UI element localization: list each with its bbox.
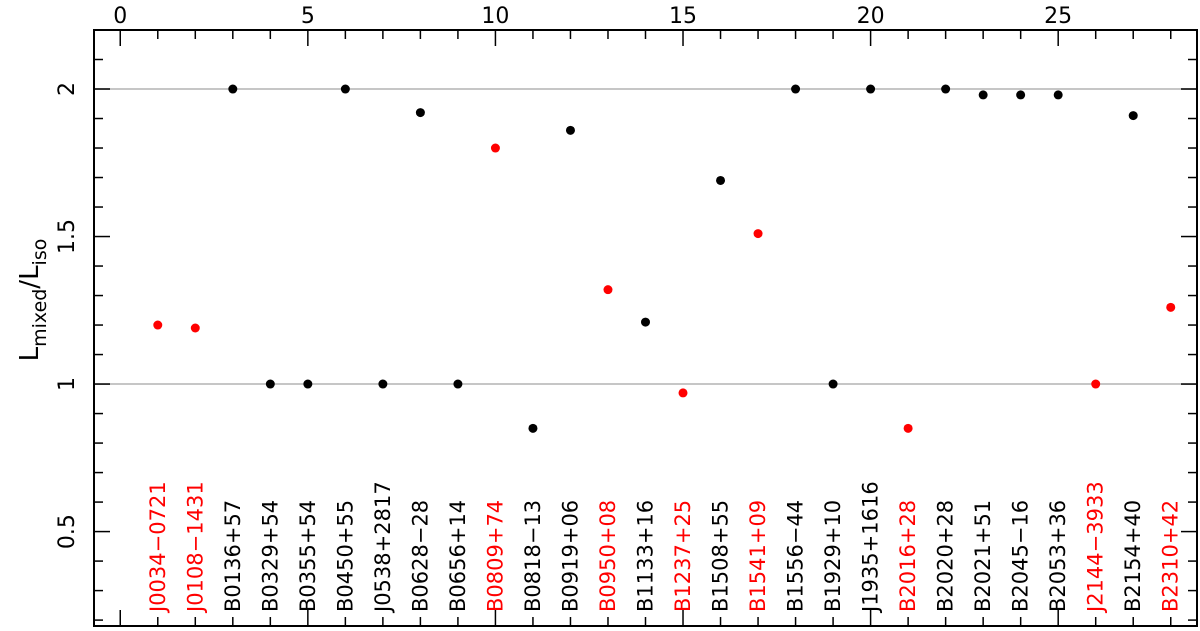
pulsar-label-22: B2020+28	[934, 500, 958, 612]
data-point-27	[1128, 111, 1138, 121]
pulsar-label-23: B2021+51	[971, 500, 995, 612]
data-point-2	[190, 323, 200, 333]
pulsar-label-15: B1237+25	[671, 500, 695, 612]
x-tick-label-5: 5	[301, 4, 315, 29]
data-point-8	[415, 108, 425, 118]
y-tick-label-2: 2	[55, 82, 80, 96]
pulsar-label-4: B0329+54	[258, 500, 282, 612]
data-point-22	[941, 84, 951, 94]
data-point-9	[453, 379, 463, 389]
pulsar-label-3: B0136+57	[221, 500, 245, 612]
data-point-25	[1053, 90, 1063, 100]
axis-ticks	[94, 29, 1197, 626]
pulsar-label-16: B1508+55	[709, 500, 733, 612]
x-tick-labels: 0 5 10 15 20 25	[113, 4, 1072, 29]
data-point-26	[1091, 379, 1101, 389]
y-tick-label-0-5: 0.5	[55, 514, 80, 549]
pulsar-label-21: B2016+28	[896, 500, 920, 612]
data-point-14	[641, 317, 650, 327]
pulsar-label-18: B1556−44	[784, 500, 808, 612]
pulsar-label-6: B0450+55	[333, 500, 357, 612]
data-point-16	[716, 175, 726, 185]
data-point-19	[828, 379, 838, 389]
y-axis-label-sub-mixed: mixed	[29, 289, 51, 347]
data-point-20	[866, 84, 876, 94]
data-point-10	[490, 143, 500, 153]
y-axis-label: Lmixed/Liso	[15, 239, 51, 362]
pulsar-label-11: B0818−13	[521, 500, 545, 612]
pulsar-label-25: B2053+36	[1046, 500, 1070, 612]
y-tick-label-1: 1	[55, 377, 80, 391]
data-point-24	[1016, 90, 1026, 100]
reference-lines	[94, 88, 1197, 385]
data-point-4	[265, 379, 275, 389]
y-tick-label-1-5: 1.5	[55, 219, 80, 254]
pulsar-label-28: B2310+42	[1159, 500, 1183, 612]
data-point-17	[753, 229, 763, 239]
y-axis-label-separator: /L	[15, 265, 45, 289]
pulsar-name-labels: J0034−0721 J0108−1431 B0136+57 B0329+54 B035…	[146, 481, 1183, 614]
data-point-7	[378, 379, 388, 389]
pulsar-label-20: J1935+1616	[859, 481, 883, 614]
pulsar-label-24: B2045−16	[1009, 500, 1033, 612]
x-tick-label-10: 10	[481, 4, 509, 29]
pulsar-label-1: J0034−0721	[146, 481, 170, 614]
data-point-13	[603, 285, 613, 295]
pulsar-label-9: B0656+14	[446, 500, 470, 612]
data-point-15	[678, 388, 688, 398]
data-point-12	[565, 125, 575, 135]
pulsar-label-27: B2154+40	[1121, 500, 1145, 612]
y-axis-label-sub-iso: iso	[29, 239, 51, 266]
data-point-28	[1166, 302, 1176, 312]
pulsar-label-5: B0355+54	[296, 500, 320, 612]
data-point-21	[903, 423, 913, 433]
x-tick-label-0: 0	[113, 4, 127, 29]
pulsar-label-7: J0538+2817	[371, 481, 395, 614]
y-axis-label-base: L	[15, 346, 45, 361]
pulsar-label-19: B1929+10	[821, 500, 845, 612]
data-point-11	[528, 423, 538, 433]
pulsar-label-14: B1133+16	[634, 500, 658, 612]
data-point-1	[153, 320, 163, 330]
pulsar-label-2: J0108−1431	[183, 481, 207, 614]
pulsar-label-26: J2144−3933	[1084, 481, 1108, 614]
pulsar-label-17: B1541+09	[746, 500, 770, 612]
pulsar-label-13: B0950+08	[596, 500, 620, 612]
data-point-3	[228, 84, 238, 94]
x-tick-label-15: 15	[669, 4, 697, 29]
y-tick-labels: 0.5 1 1.5 2	[55, 82, 80, 549]
pulsar-label-12: B0919+06	[558, 500, 582, 612]
x-tick-label-20: 20	[857, 4, 885, 29]
data-point-6	[340, 84, 350, 94]
data-point-23	[978, 90, 988, 100]
data-point-18	[791, 84, 801, 94]
data-points	[153, 84, 1176, 433]
data-point-5	[303, 379, 313, 389]
x-tick-label-25: 25	[1044, 4, 1072, 29]
pulsar-label-8: B0628−28	[408, 500, 432, 612]
pulsar-label-10: B0809+74	[483, 500, 507, 612]
